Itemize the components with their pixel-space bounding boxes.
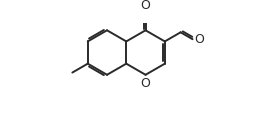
- Text: O: O: [141, 0, 150, 12]
- Text: O: O: [194, 33, 204, 46]
- Text: O: O: [141, 76, 150, 90]
